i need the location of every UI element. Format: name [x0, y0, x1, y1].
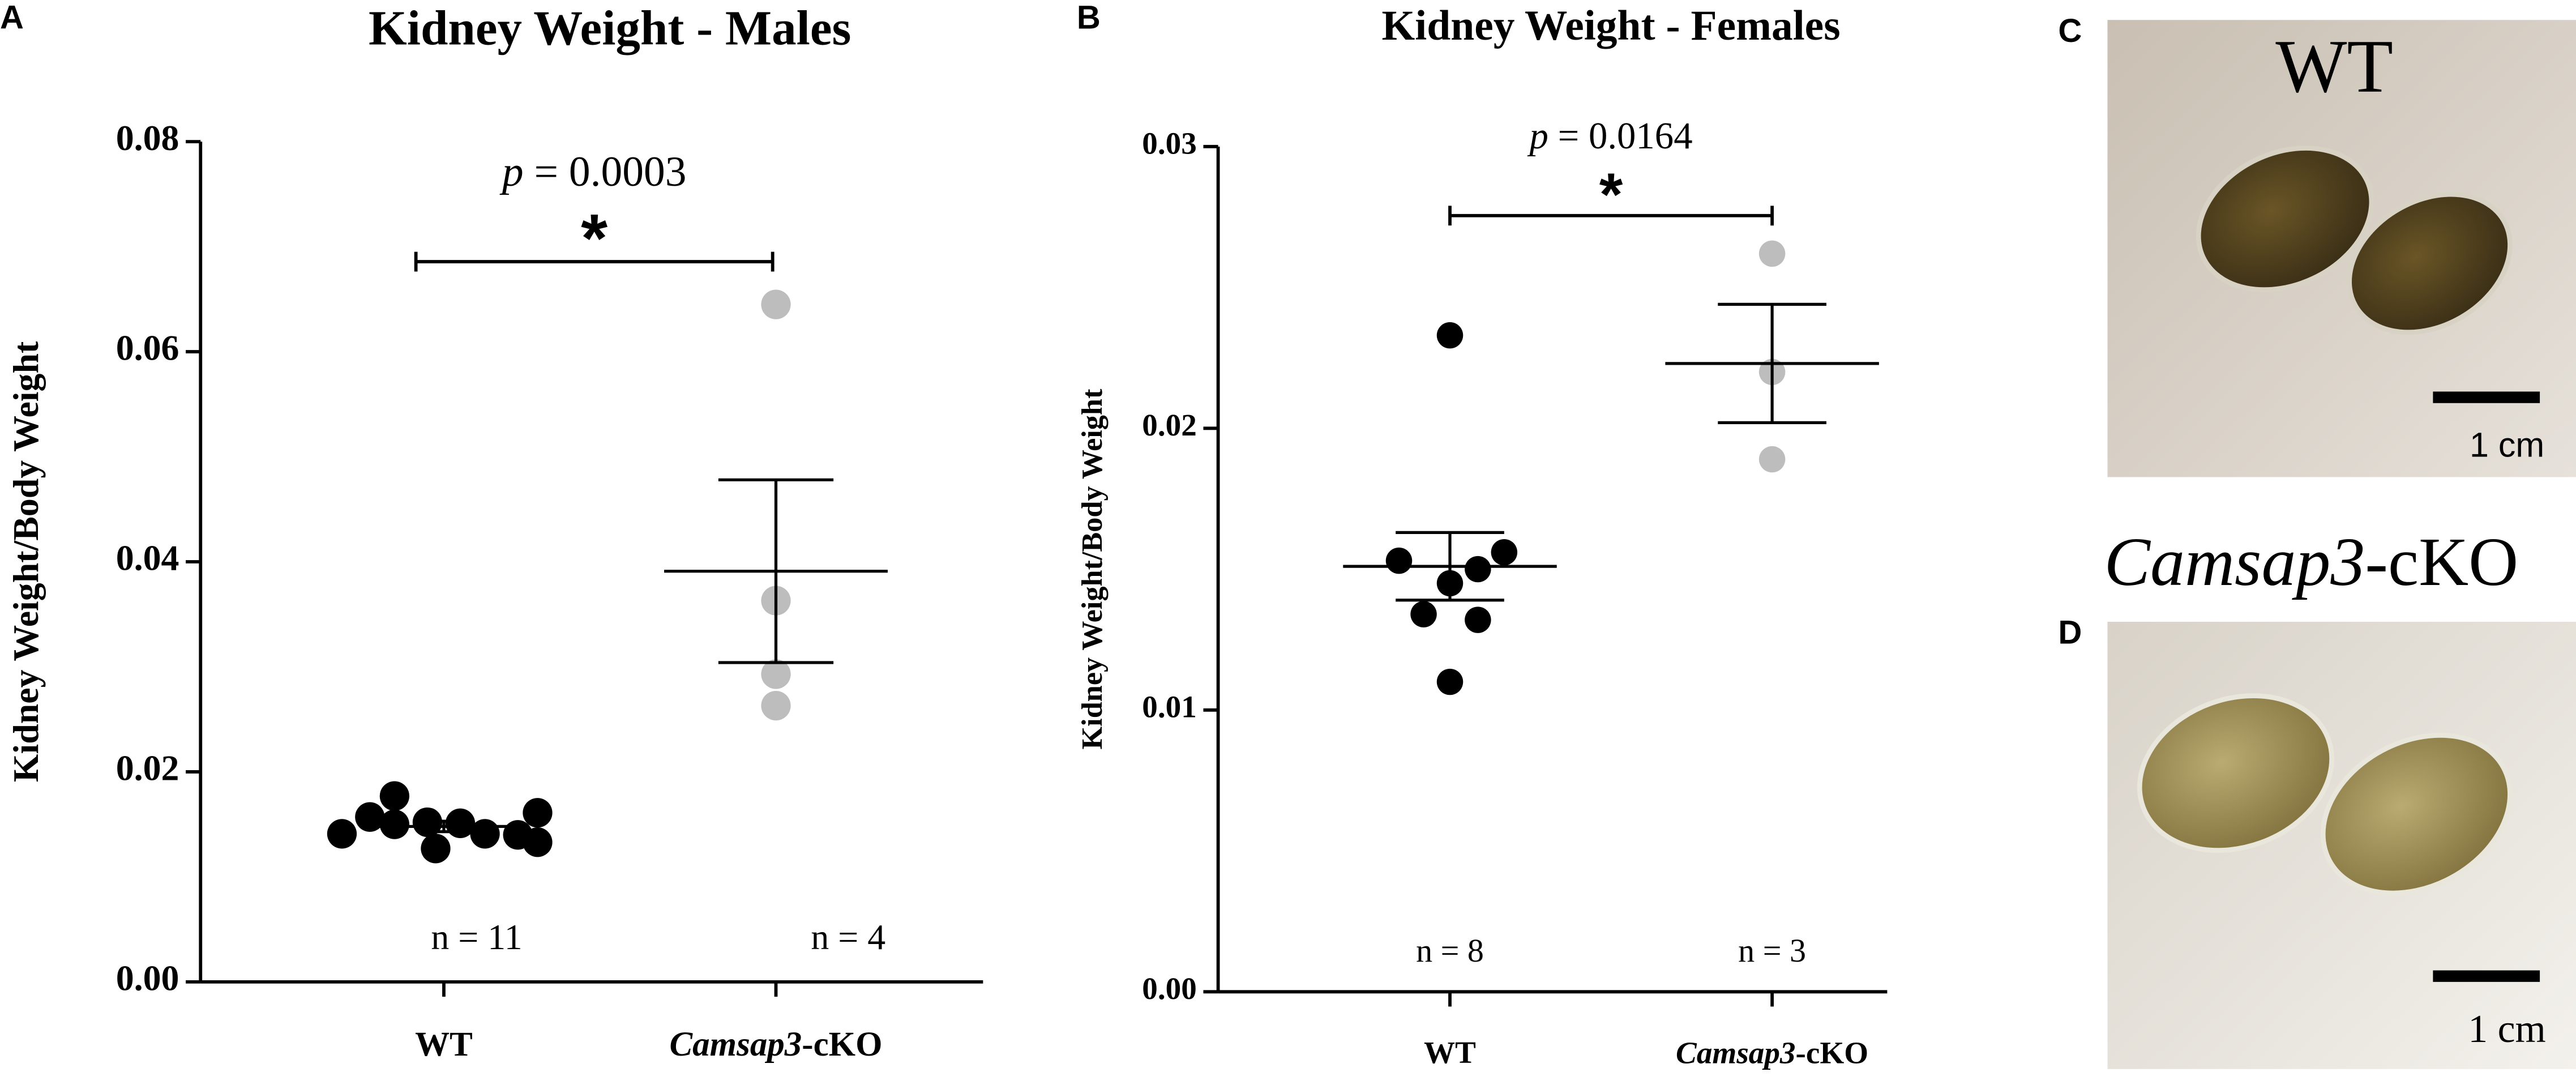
y-tick-label: 0.03 [1142, 126, 1197, 160]
p-value: p = 0.0003 [499, 148, 687, 195]
y-tick-label: 0.01 [1142, 689, 1197, 724]
x-tick-label: WT [1424, 1035, 1476, 1070]
panel-letter: A [0, 0, 24, 36]
error-bar [373, 819, 515, 834]
x-tick-label: Camsap3-cKO [670, 1026, 883, 1064]
data-point [1465, 556, 1491, 583]
data-point [379, 781, 410, 811]
data-point [355, 802, 385, 832]
kidney [2196, 146, 2374, 292]
sig-star: * [1599, 160, 1623, 228]
data-point [523, 827, 553, 857]
data-point [1758, 240, 1786, 267]
panel-letter: D [2058, 614, 2082, 651]
data-point [761, 659, 791, 689]
panel-letter: B [1077, 0, 1101, 36]
data-point [1410, 601, 1437, 627]
data-point [761, 690, 791, 721]
n-label: n = 3 [1738, 932, 1806, 969]
x-tick-label: Camsap3-cKO [1676, 1035, 1868, 1070]
kidney [2347, 191, 2513, 335]
y-axis-label: Kidney Weight/Body Weight [1076, 388, 1109, 749]
data-point [327, 819, 357, 849]
data-point [1491, 539, 1518, 566]
photo-caption: Camsap3-cKO [2104, 524, 2519, 600]
data-point [1758, 446, 1786, 473]
data-point [761, 289, 791, 319]
y-tick-label: 0.08 [116, 118, 179, 158]
y-tick-label: 0.06 [116, 328, 179, 368]
panel-letter: C [2058, 12, 2082, 49]
p-value: p = 0.0164 [1527, 116, 1693, 157]
scale-label: 1 cm [2470, 425, 2544, 464]
p-text: = 0.0003 [534, 148, 686, 195]
data-point [523, 798, 553, 828]
data-point [379, 809, 410, 839]
scale-bar [2433, 391, 2540, 403]
n-label: n = 11 [431, 917, 522, 957]
p-symbol: p [1527, 116, 1548, 157]
error-bar [1343, 531, 1557, 602]
y-tick-label: 0.02 [116, 748, 179, 788]
kidney [2137, 693, 2335, 853]
y-axis-label: Kidney Weight/Body Weight [6, 341, 46, 783]
p-symbol: p [499, 148, 524, 195]
y-tick-label: 0.00 [116, 958, 179, 998]
y-tick-label: 0.04 [116, 538, 179, 578]
data-point [421, 834, 451, 864]
y-tick-label: 0.00 [1142, 971, 1197, 1006]
data-point [1436, 668, 1464, 695]
data-point [1385, 547, 1413, 574]
p-text: = 0.0164 [1558, 116, 1693, 157]
data-point [1465, 607, 1491, 633]
kidney [2320, 733, 2513, 896]
error-bar [664, 478, 888, 664]
chart-title: Kidney Weight - Males [369, 0, 851, 55]
scale-label: 1 cm [2468, 1007, 2545, 1051]
data-point [1436, 322, 1464, 349]
photo-caption: WT [2275, 24, 2393, 108]
n-label: n = 8 [1416, 932, 1484, 969]
sig-star: * [581, 200, 607, 276]
data-point [470, 819, 500, 849]
y-tick-label: 0.02 [1142, 408, 1197, 442]
n-label: n = 4 [811, 917, 885, 957]
x-tick-label: WT [415, 1026, 473, 1064]
scale-bar [2433, 970, 2540, 982]
error-bar [1665, 302, 1879, 424]
chart-title: Kidney Weight - Females [1382, 2, 1841, 49]
